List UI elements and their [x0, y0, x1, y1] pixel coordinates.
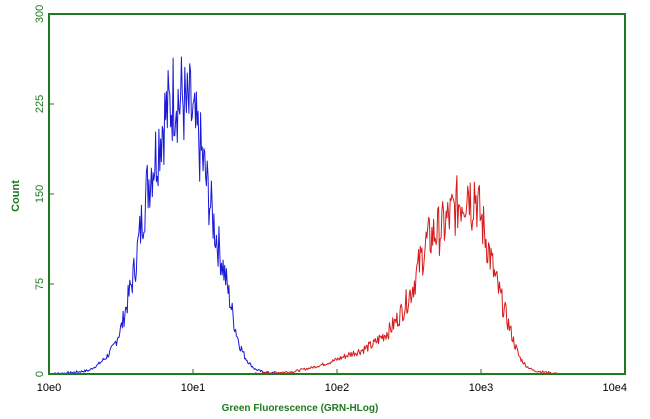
- y-tick-label: 0: [34, 371, 46, 377]
- y-tick-label: 75: [34, 278, 46, 290]
- red-histogram-line: [250, 175, 560, 375]
- series-layer: [48, 56, 560, 375]
- x-axis-title: Green Fluorescence (GRN-HLog): [222, 403, 379, 414]
- x-tick-label: 10e4: [603, 382, 627, 394]
- x-tick-label: 10e0: [37, 382, 61, 394]
- plot-area: [49, 14, 625, 374]
- y-tick-label: 150: [34, 185, 46, 203]
- y-axis-ticks: 0 75 150 225 300: [34, 5, 54, 377]
- x-axis-ticks: 10e0 10e1 10e2 10e3 10e4: [37, 369, 627, 394]
- x-tick-label: 10e3: [469, 382, 493, 394]
- x-tick-label: 10e1: [181, 382, 205, 394]
- y-tick-label: 225: [34, 95, 46, 113]
- blue-histogram-line: [48, 56, 281, 375]
- y-tick-label: 300: [34, 5, 46, 23]
- y-axis-title: Count: [10, 180, 22, 212]
- x-tick-label: 10e2: [325, 382, 349, 394]
